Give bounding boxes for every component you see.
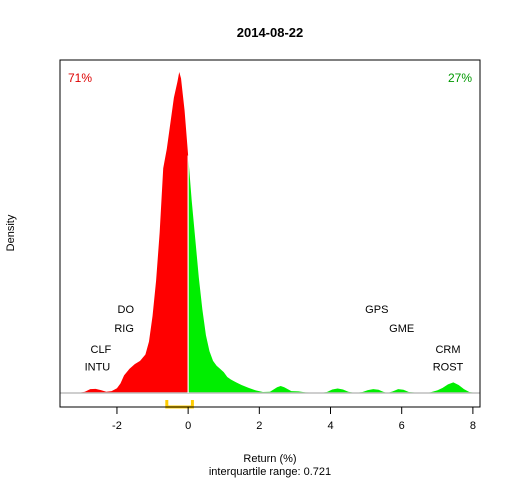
- x-tick-label: 4: [327, 420, 333, 432]
- x-axis-label: Return (%): [243, 453, 296, 465]
- x-tick-label: 0: [185, 420, 191, 432]
- x-tick-label: 8: [470, 420, 476, 432]
- iqr-bracket: [165, 400, 194, 409]
- ticker-label: INTU: [85, 362, 111, 374]
- ticker-label: CLF: [91, 344, 112, 356]
- negative-density-area: [77, 72, 189, 393]
- negative-share-label: 71%: [68, 71, 92, 85]
- ticker-label: GPS: [365, 304, 388, 316]
- plot-frame: [59, 59, 481, 408]
- x-axis: -2 0 2 4 6 8: [112, 406, 476, 432]
- plot-area: [60, 72, 480, 394]
- chart-title: 2014-08-22: [237, 25, 304, 40]
- y-axis-label: Density: [5, 214, 17, 251]
- positive-share-label: 27%: [448, 71, 472, 85]
- ticker-label: DO: [118, 304, 135, 316]
- x-tick-label: -2: [112, 420, 122, 432]
- x-tick-label: 6: [399, 420, 405, 432]
- ticker-label: CRM: [435, 344, 460, 356]
- iqr-marker: [165, 400, 194, 409]
- x-tick-label: 2: [256, 420, 262, 432]
- iqr-subtitle: interquartile range: 0.721: [209, 466, 331, 478]
- ticker-label: ROST: [433, 362, 464, 374]
- ticker-label: GME: [389, 323, 414, 335]
- ticker-label: RIG: [114, 323, 134, 335]
- positive-density-area: [188, 155, 477, 393]
